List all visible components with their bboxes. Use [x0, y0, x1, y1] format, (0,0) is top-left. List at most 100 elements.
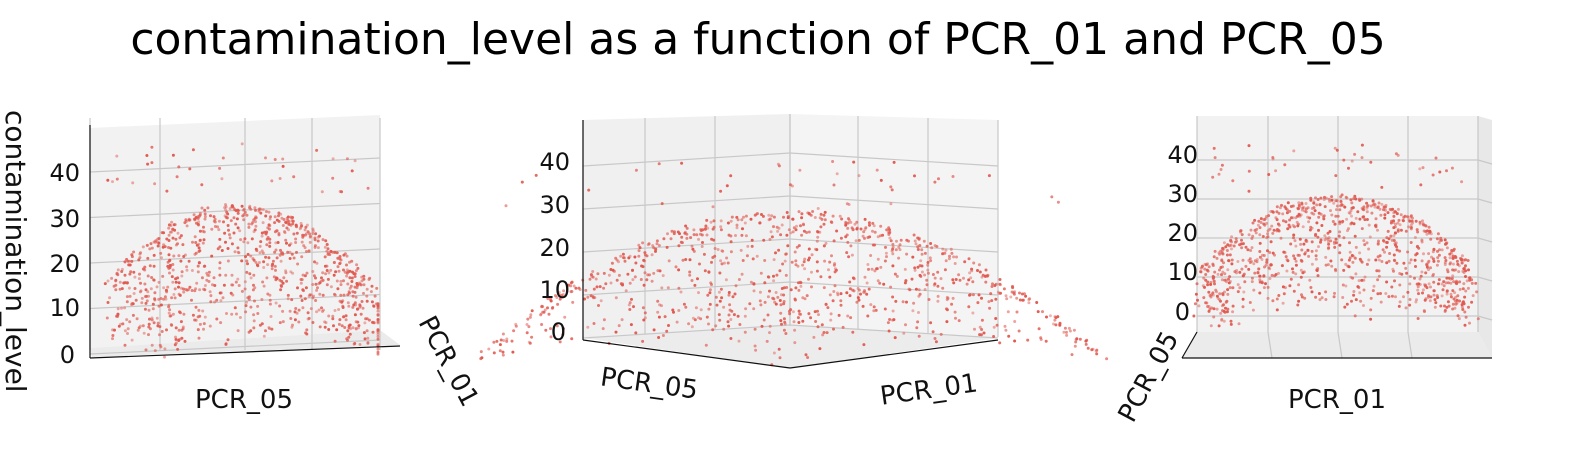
p1-point [353, 272, 357, 276]
p2-point [869, 303, 873, 307]
p2-point [753, 344, 757, 348]
p1-point [323, 245, 327, 249]
p2-point [788, 312, 792, 316]
p1-point [288, 243, 291, 247]
p2-point [782, 293, 786, 297]
p3-point [1443, 238, 1447, 242]
p2-point [989, 292, 993, 296]
p3-point [1379, 300, 1383, 304]
p2-point [643, 251, 647, 255]
p2-point [815, 269, 819, 273]
p3-point [1446, 281, 1450, 285]
p1-point [229, 291, 233, 295]
p2-point [871, 221, 875, 225]
p2-point [737, 339, 741, 343]
p2-point [702, 252, 706, 256]
p2-point [598, 285, 602, 289]
p3-point [1341, 296, 1345, 299]
p3-point [1297, 201, 1301, 205]
p2-point [584, 288, 588, 292]
p2-point [937, 177, 940, 181]
p1-point [153, 298, 157, 302]
p3-point [1422, 223, 1426, 227]
p1-point [288, 257, 292, 260]
p1-point [111, 337, 114, 341]
p2-point [1013, 339, 1017, 343]
p1-point [233, 306, 237, 310]
p2-point [977, 263, 981, 267]
p3-point [1332, 295, 1336, 299]
p3-point [1224, 245, 1228, 249]
p2-point [641, 339, 645, 343]
p3-point [1410, 219, 1414, 223]
p2-point [614, 296, 618, 300]
p3-point [1314, 232, 1318, 236]
p1-point [208, 324, 212, 328]
p3-point [1207, 305, 1211, 308]
p1-point [165, 237, 169, 241]
p3-point [1433, 298, 1437, 302]
p2-point [528, 315, 532, 319]
p3-point [1261, 253, 1264, 257]
p3-point [1336, 214, 1340, 218]
p2-point [700, 245, 704, 248]
p3-point [1229, 319, 1233, 323]
p1-point [345, 157, 349, 161]
p1-point [158, 343, 162, 347]
p3-point [1363, 243, 1367, 247]
p1-point [366, 336, 370, 340]
p2-point [546, 306, 549, 310]
p1-point [329, 250, 333, 254]
p2-point [837, 313, 841, 317]
p1-point [146, 290, 150, 294]
p1-point [123, 273, 127, 277]
p2-point [1094, 349, 1098, 353]
p1-point [154, 240, 158, 244]
p2-point [854, 239, 858, 243]
p1-point [359, 312, 363, 316]
p3-point [1294, 244, 1298, 248]
p3-point [1204, 273, 1208, 276]
p2-point [657, 315, 661, 319]
p1-point [178, 293, 182, 297]
p1-point [299, 225, 303, 229]
p1-point [288, 250, 292, 254]
p2-point [783, 320, 787, 324]
p1-point [194, 305, 198, 309]
p2-point [714, 295, 718, 299]
p1-point [357, 281, 361, 285]
p1-point [318, 292, 322, 296]
p1-point [351, 294, 355, 298]
p2-point [933, 180, 937, 184]
p2-point [586, 295, 590, 299]
p1-point [160, 330, 164, 333]
p1-point [249, 207, 253, 211]
p2-zgrid-left [582, 238, 791, 253]
p2-point [665, 245, 669, 249]
p3-point [1437, 253, 1441, 257]
p3-point [1335, 208, 1338, 212]
p1-point [162, 243, 166, 247]
p1-point [182, 290, 186, 294]
p2-point [972, 261, 976, 265]
p2-point [591, 270, 595, 273]
p2-point [958, 278, 962, 282]
p3-point [1462, 258, 1466, 262]
p1-point [193, 235, 197, 239]
p2-point [690, 325, 694, 329]
p1-point [225, 216, 229, 220]
p3-point [1313, 209, 1317, 213]
p1-point [265, 237, 269, 241]
p1-point [370, 300, 374, 304]
p1-point [223, 231, 227, 235]
p3-point [1209, 295, 1213, 299]
p3-point [1342, 158, 1346, 162]
p1-point [238, 229, 242, 233]
p2-point [1012, 292, 1016, 296]
p2-point [724, 278, 728, 282]
p2-point [911, 255, 915, 259]
p2-point [855, 220, 859, 224]
p3-point [1351, 260, 1355, 264]
p1-point [327, 328, 331, 331]
p2-point [905, 238, 909, 242]
